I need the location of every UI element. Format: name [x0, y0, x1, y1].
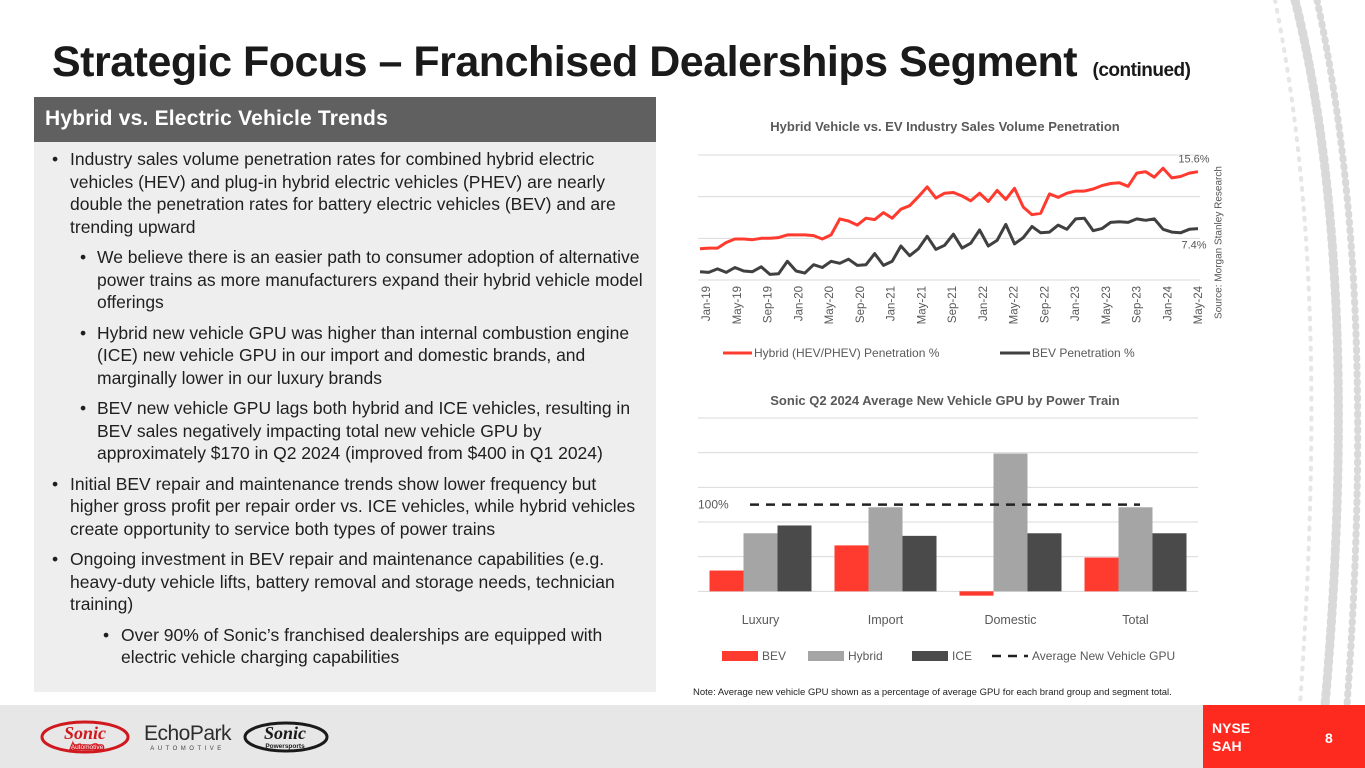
legend-ice-label: ICE: [952, 649, 972, 663]
sub-bullet-item: BEV new vehicle GPU lags both hybrid and…: [44, 397, 646, 465]
bev-penetration-line: [699, 216, 1199, 276]
x-tick-label: May-19: [732, 286, 744, 324]
x-tick-label: Jan-21: [886, 286, 898, 321]
hybrid-end-label: 15.6%: [1178, 154, 1209, 166]
echopark-logo-sub: AUTOMOTIVE: [150, 745, 225, 752]
legend-hybrid-label: Hybrid: [848, 649, 883, 663]
bar-hybrid-total: [1118, 507, 1153, 592]
average-gpu-label: 100%: [698, 498, 729, 512]
bar-bev-total: [1084, 557, 1119, 592]
exchange-name: NYSE: [1212, 720, 1251, 736]
trends-panel: Hybrid vs. Electric Vehicle Trends Indus…: [34, 97, 656, 692]
x-tick-label: May-23: [1101, 286, 1113, 324]
legend-bev-label: BEV Penetration %: [1032, 346, 1135, 360]
bullet-item: Ongoing investment in BEV repair and mai…: [44, 548, 646, 616]
powersports-logo-text: Sonic: [264, 723, 306, 743]
bullet-list: Industry sales volume penetration rates …: [34, 142, 656, 669]
category-label: Domestic: [984, 613, 1036, 627]
x-tick-label: May-22: [1009, 286, 1021, 324]
bullet-item: Industry sales volume penetration rates …: [44, 148, 646, 238]
sonic-powersports-logo: Sonic Powersports: [243, 721, 329, 753]
x-tick-label: Sep-21: [947, 286, 959, 323]
bullet-item: Initial BEV repair and maintenance trend…: [44, 473, 646, 541]
x-tick-label: Jan-24: [1162, 285, 1174, 321]
x-tick-label: May-20: [824, 286, 836, 324]
bar-hybrid-import: [868, 507, 903, 592]
sonic-automotive-logo: Sonic Automotive: [40, 720, 130, 754]
x-tick-label: May-21: [916, 286, 928, 324]
bar-ice-import: [902, 535, 937, 592]
x-tick-label: Jan-22: [978, 286, 990, 321]
x-tick-label: Jan-20: [793, 286, 805, 321]
bar-hybrid-luxury: [743, 533, 778, 592]
bar-bev-luxury: [709, 570, 744, 592]
legend-bev-swatch: [722, 651, 758, 661]
sub-bullet-item: Hybrid new vehicle GPU was higher than i…: [44, 322, 646, 390]
ticker-symbol: SAH: [1212, 738, 1242, 754]
x-tick-label: Sep-20: [855, 286, 867, 323]
page-number: 8: [1325, 730, 1333, 746]
sonic-logo-text: Sonic: [64, 723, 106, 743]
bev-end-label: 7.4%: [1181, 240, 1206, 252]
bar-hybrid-domestic: [993, 453, 1028, 592]
page-title-main: Strategic Focus – Franchised Dealerships…: [52, 38, 1078, 86]
x-tick-label: Sep-22: [1039, 286, 1051, 323]
panel-header: Hybrid vs. Electric Vehicle Trends: [34, 97, 656, 142]
echopark-logo: EchoPark AUTOMOTIVE: [144, 721, 232, 752]
line-chart: 15.6% 7.4% Jan-19 May-19 Sep-19 Jan-20 May-20 S…: [698, 154, 1210, 360]
bar-ice-total: [1152, 533, 1187, 592]
hybrid-penetration-line: [699, 166, 1199, 251]
legend-hybrid-label: Hybrid (HEV/PHEV) Penetration %: [754, 346, 940, 360]
source-text: Source: Morgan Stanley Research: [1213, 166, 1225, 319]
footer: Sonic Automotive EchoPark AUTOMOTIVE Son…: [0, 705, 1365, 768]
chart-note: Note: Average new vehicle GPU shown as a…: [693, 687, 1172, 698]
exchange-ticker: NYSE SAH: [1212, 719, 1250, 755]
sonic-logo-sub: Automotive: [71, 744, 104, 751]
legend-bev-label: BEV: [762, 649, 786, 663]
tire-tracks-decoration: [1273, 0, 1362, 705]
legend-hybrid-swatch: [808, 651, 844, 661]
page-title-continued: (continued): [1092, 60, 1191, 81]
sub-bullet-item: We believe there is an easier path to co…: [44, 246, 646, 314]
ticker-box: NYSE SAH 8: [1203, 705, 1365, 768]
sub-bullet-item: Over 90% of Sonic’s franchised dealershi…: [44, 624, 646, 669]
x-tick-label: Sep-19: [763, 286, 775, 323]
bar-bev-import: [834, 545, 869, 592]
category-label: Total: [1122, 613, 1148, 627]
x-tick-label: May-24: [1193, 285, 1205, 324]
category-label: Luxury: [742, 613, 780, 627]
powersports-logo-sub: Powersports: [265, 743, 305, 750]
x-tick-label: Jan-19: [701, 286, 713, 321]
bar-chart: Luxury Import Domestic Total 100% BEV Hybrid IC…: [698, 417, 1198, 663]
footer-logos: Sonic Automotive EchoPark AUTOMOTIVE Son…: [40, 719, 329, 755]
bar-ice-domestic: [1027, 533, 1062, 592]
source-label: Source: Morgan Stanley Research: [1212, 164, 1226, 324]
bar-ice-luxury: [777, 525, 812, 592]
legend-ice-swatch: [912, 651, 948, 661]
page-title: Strategic Focus – Franchised Dealerships…: [52, 38, 1191, 87]
legend-average-label: Average New Vehicle GPU: [1032, 649, 1175, 663]
bar-bev-domestic: [959, 591, 994, 596]
bar-chart-title: Sonic Q2 2024 Average New Vehicle GPU by…: [770, 393, 1120, 408]
category-label: Import: [868, 613, 904, 627]
echopark-logo-text: EchoPark: [144, 721, 232, 745]
line-chart-title: Hybrid Vehicle vs. EV Industry Sales Vol…: [770, 119, 1120, 134]
x-tick-label: Jan-23: [1070, 286, 1082, 321]
x-tick-label: Sep-23: [1132, 286, 1144, 323]
